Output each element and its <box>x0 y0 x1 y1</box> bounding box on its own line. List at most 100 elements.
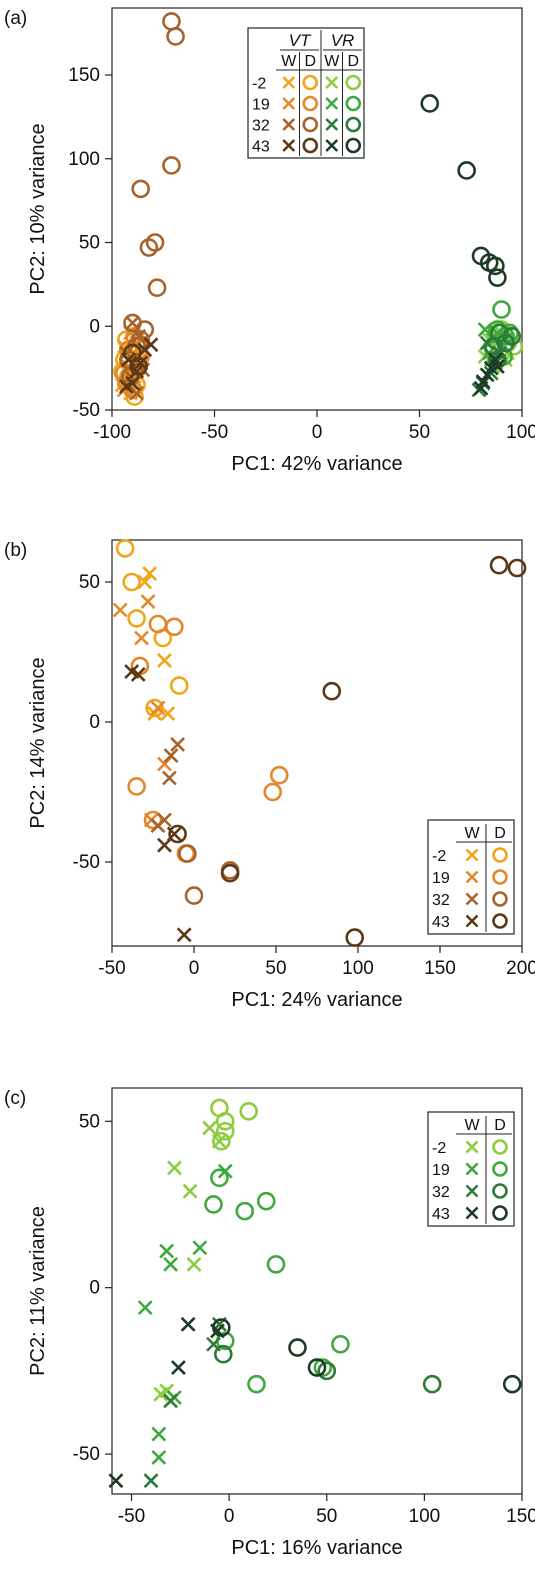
cross-marker <box>170 736 186 752</box>
cross-marker <box>140 594 156 610</box>
y-tick-label: 150 <box>68 65 100 86</box>
circle-marker <box>502 1374 522 1394</box>
legend: W D -2 19 32 43 <box>427 1111 515 1227</box>
legend-circle-marker <box>492 1139 508 1155</box>
panel-label: (a) <box>4 8 27 29</box>
legend-cross-marker <box>282 139 296 152</box>
y-tick-label: 50 <box>79 572 100 593</box>
circle-marker <box>169 676 189 695</box>
cross-marker <box>159 1243 175 1259</box>
legend-group-label: VR <box>331 31 355 50</box>
legend-cross-marker <box>465 1184 479 1198</box>
y-tick-label: -50 <box>73 400 100 421</box>
circle-marker <box>148 614 168 634</box>
legend-cross-marker <box>325 118 339 131</box>
cross-marker <box>157 837 172 853</box>
legend-row-label: -2 <box>432 1140 446 1157</box>
legend-circle-marker <box>302 74 319 91</box>
circle-marker <box>168 824 187 844</box>
legend-cross-marker <box>325 76 339 89</box>
cross-marker <box>157 756 172 772</box>
legend-cross-marker <box>465 1162 479 1176</box>
circle-marker <box>263 782 283 802</box>
circle-marker <box>127 609 146 628</box>
circle-marker <box>247 1374 266 1394</box>
y-axis-label: PC2: 14% variance <box>27 657 49 828</box>
x-tick-label: 100 <box>506 422 535 443</box>
circle-marker <box>131 179 150 199</box>
cross-marker <box>473 380 489 396</box>
cross-marker <box>150 700 166 716</box>
x-axis-label: PC1: 16% variance <box>231 1537 402 1559</box>
cross-marker <box>167 1160 182 1176</box>
plot-frame <box>111 1087 523 1495</box>
y-tick-label: 100 <box>68 149 100 170</box>
circle-marker <box>266 1255 286 1274</box>
circle-marker <box>212 1318 231 1337</box>
cross-marker <box>143 337 159 353</box>
circle-marker <box>288 1338 307 1357</box>
cross-marker <box>134 630 149 646</box>
circle-marker <box>488 268 507 287</box>
circle-marker <box>486 256 505 276</box>
legend-cross-marker <box>465 848 479 862</box>
cross-marker <box>479 367 495 383</box>
x-tick-label: -100 <box>93 422 131 443</box>
data-points <box>112 539 527 947</box>
cross-marker <box>137 574 153 590</box>
x-tick-label: 0 <box>224 1506 235 1527</box>
legend-circle-marker <box>492 891 508 907</box>
circle-marker <box>239 1101 258 1121</box>
cross-marker <box>151 1426 167 1442</box>
data-points <box>108 1098 522 1489</box>
legend-row-label: -2 <box>252 76 266 93</box>
plot-frame <box>111 539 523 947</box>
x-tick-label: 50 <box>316 1506 337 1527</box>
panel-label: (c) <box>4 1088 26 1109</box>
legend-col-label: W <box>324 53 340 70</box>
legend-col-label: D <box>347 53 359 70</box>
legend-col-label: W <box>464 825 480 842</box>
circle-marker <box>215 1111 235 1131</box>
legend-cross-marker <box>465 914 479 928</box>
x-tick-label: 200 <box>506 958 535 979</box>
circle-marker <box>235 1201 255 1221</box>
legend-circle-marker <box>492 1205 508 1221</box>
legend-row-label: 32 <box>432 892 450 909</box>
cross-marker <box>151 1449 167 1465</box>
legend-cross-marker <box>465 1206 479 1220</box>
legend-cross-marker <box>465 870 479 884</box>
legend-circle-marker <box>345 137 362 154</box>
y-tick-label: 50 <box>79 233 100 254</box>
cross-marker <box>176 927 192 943</box>
circle-marker <box>129 357 148 376</box>
legend-row-label: 19 <box>432 870 450 887</box>
circle-marker <box>184 886 204 905</box>
cross-marker <box>170 1360 186 1375</box>
legend-col-label: D <box>304 53 316 70</box>
circle-marker <box>317 1361 337 1381</box>
cross-marker <box>118 379 134 394</box>
x-tick-label: 100 <box>342 958 374 979</box>
cross-marker <box>182 1183 198 1199</box>
x-tick-label: 0 <box>312 422 323 443</box>
circle-marker <box>307 1358 327 1377</box>
cross-marker <box>186 1256 202 1272</box>
legend-cross-marker <box>325 97 339 110</box>
circle-marker <box>492 300 511 319</box>
cross-marker <box>142 566 158 582</box>
cross-marker <box>157 652 172 668</box>
legend-circle-marker <box>302 116 319 133</box>
legend-col-label: D <box>494 1117 506 1134</box>
cross-marker <box>163 748 179 764</box>
circle-marker <box>422 1374 442 1394</box>
circle-marker <box>162 12 181 31</box>
panel-label: (b) <box>4 540 27 561</box>
y-axis-label: PC2: 10% variance <box>27 123 49 294</box>
cross-marker <box>161 770 177 786</box>
legend-circle-marker <box>302 137 319 154</box>
legend-cross-marker <box>282 118 296 131</box>
y-tick-label: 50 <box>79 1111 100 1132</box>
